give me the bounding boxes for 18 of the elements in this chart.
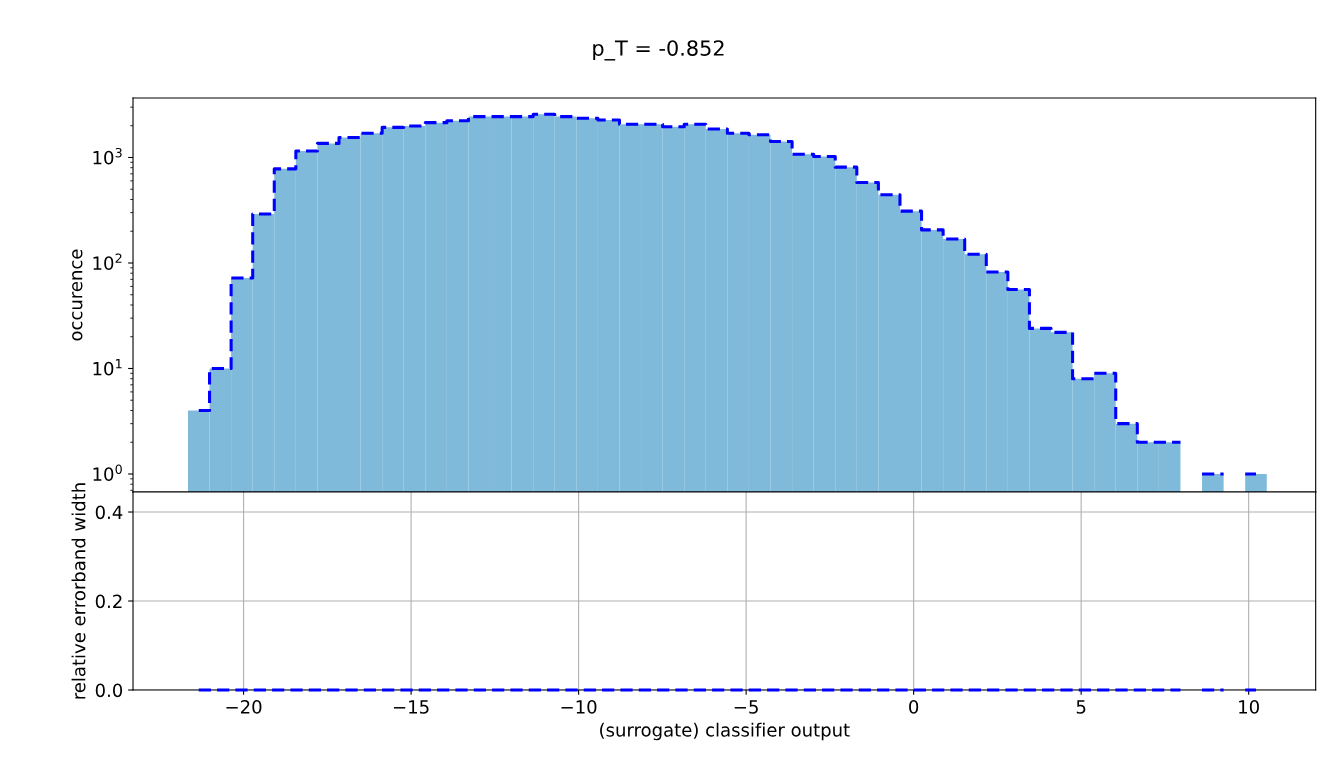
chart-title: p_T = -0.852 <box>593 40 724 61</box>
y-axis-title: occurence <box>72 249 83 341</box>
y-tick-label: 10$^{2}$ <box>93 253 122 270</box>
x-tick-label: 5 <box>1076 700 1086 714</box>
y-tick-label: 10$^{3}$ <box>93 147 122 165</box>
y-tick-label: 0.0 <box>95 683 123 698</box>
y-axis-title: relative errorband width <box>71 483 86 699</box>
x-axis-title: (surrogate) classifier output <box>600 722 850 741</box>
x-tick-label: −20 <box>226 700 262 714</box>
x-tick-label: −5 <box>734 700 758 714</box>
x-tick-label: −10 <box>561 700 597 714</box>
x-tick-label: 0 <box>909 700 919 714</box>
x-tick-label: 10 <box>1239 700 1259 714</box>
x-tick-label: −15 <box>393 700 429 714</box>
y-tick-label: 10$^{1}$ <box>93 359 122 376</box>
y-tick-label: 0.4 <box>95 505 123 520</box>
y-tick-label: 0.2 <box>95 594 122 609</box>
y-tick-label: 10$^{0}$ <box>93 464 122 481</box>
